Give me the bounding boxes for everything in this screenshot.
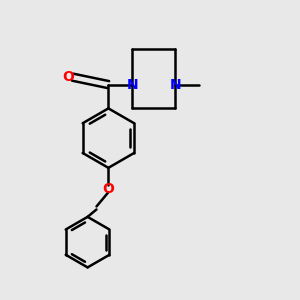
Text: O: O xyxy=(62,70,74,84)
Text: O: O xyxy=(103,182,114,196)
Text: N: N xyxy=(169,78,181,92)
Text: N: N xyxy=(126,78,138,92)
